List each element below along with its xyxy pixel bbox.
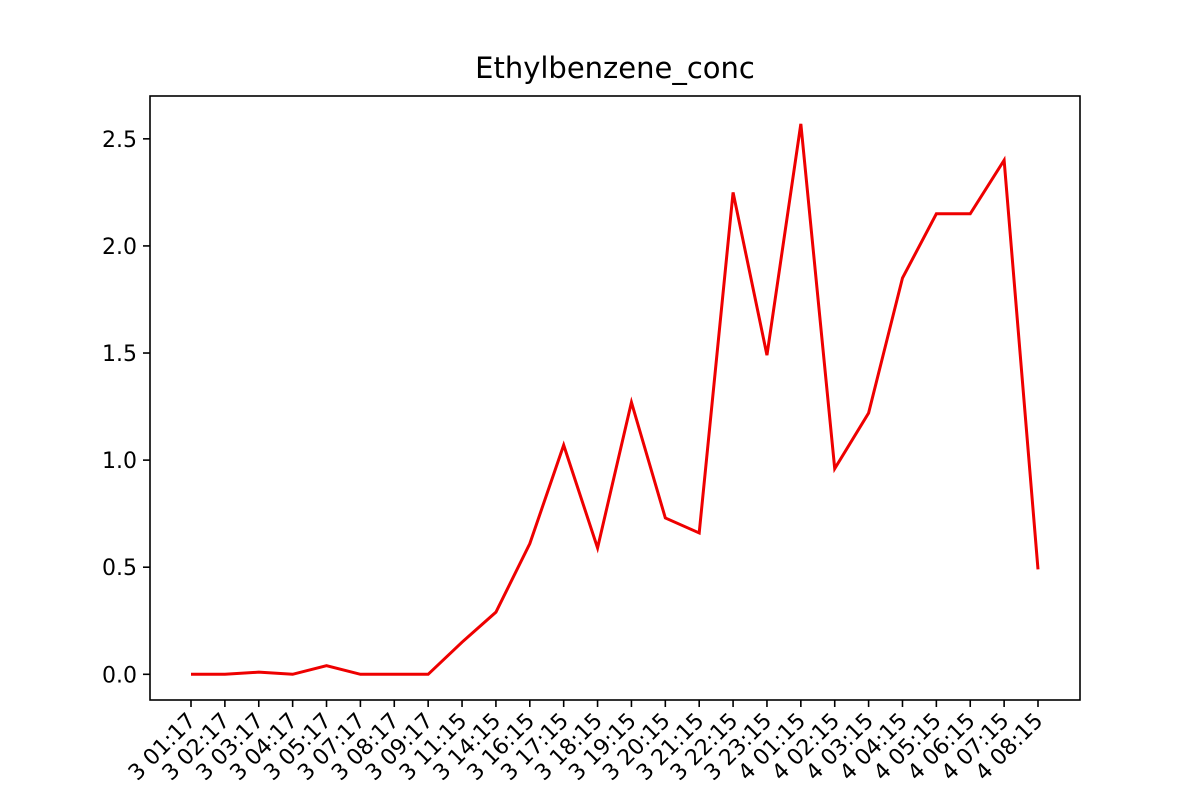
y-tick-label: 2.5 <box>102 128 137 153</box>
y-axis: 0.0 0.5 1.0 1.5 2.0 2.5 <box>102 128 150 688</box>
y-tick-label: 1.0 <box>102 449 137 474</box>
plot-frame <box>149 95 1081 701</box>
y-tick-label: 1.5 <box>102 342 137 367</box>
x-axis: 3 01:173 02:173 03:173 04:173 05:173 07:… <box>124 700 1048 786</box>
plot-area <box>191 123 1040 676</box>
y-tick-label: 0.0 <box>102 663 137 688</box>
series-line <box>191 123 1040 676</box>
y-tick-label: 2.0 <box>102 235 137 260</box>
chart-title: Ethylbenzene_conc <box>475 51 755 85</box>
y-tick-label: 0.5 <box>102 556 137 581</box>
